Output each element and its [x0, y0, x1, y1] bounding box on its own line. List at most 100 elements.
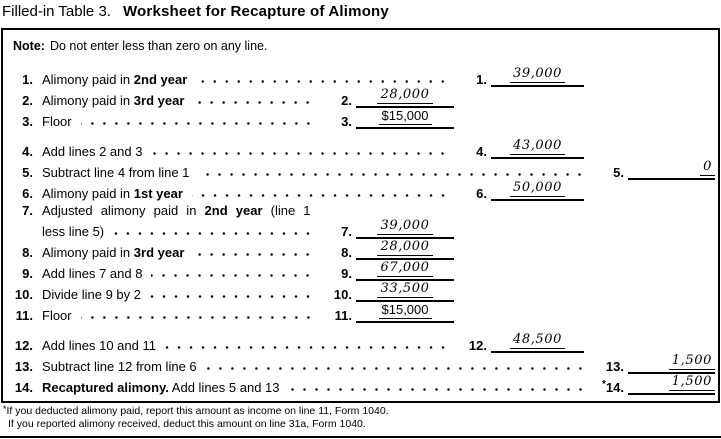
table-title: Worksheet for Recapture of Alimony — [122, 3, 389, 20]
dot-leader — [164, 346, 449, 349]
line-number: 9. — [22, 266, 33, 281]
dot-leader — [80, 316, 314, 319]
dot-leader — [113, 232, 314, 235]
entry-line-number: 7. — [341, 224, 352, 239]
entry-value: 28,000 — [377, 239, 433, 256]
entry-line-number: 10. — [333, 287, 352, 302]
entry-value: 48,500 — [509, 332, 566, 349]
line-number: 2. — [22, 93, 33, 108]
note-text: Do not enter less than zero on any line. — [49, 39, 268, 53]
entry-line: 33,500 — [356, 281, 454, 302]
line-label: Divide line 9 by 2 — [42, 287, 141, 302]
dot-leader — [196, 80, 449, 83]
entry-group: 2. 28,000 — [322, 87, 454, 108]
label-segment: Subtract line 4 from line 1 — [42, 165, 190, 180]
worksheet-row: 13. Subtract line 12 from line 6 13. 1,500 — [3, 353, 718, 374]
line-number: 6. — [22, 186, 33, 201]
line-label: Floor — [42, 308, 72, 323]
worksheet-row: 12. Add lines 10 and 11 12. 48,500 — [3, 332, 718, 353]
entry-line: 48,500 — [491, 332, 584, 353]
entry-value: 39,000 — [377, 218, 433, 235]
entry-group: 7. 39,000 — [322, 218, 454, 239]
asterisk-marker: * — [3, 404, 7, 414]
label-segment: Add lines 2 and 3 — [42, 144, 143, 159]
label-segment: 3rd year — [133, 245, 185, 260]
page-title: Filled-in Table 3. Worksheet for Recaptur… — [0, 0, 721, 20]
label-segment: Recaptured alimony. — [42, 380, 169, 395]
worksheet-row: 2. Alimony paid in 3rd year 2. 28,000 — [3, 87, 718, 108]
label-segment: Divide line 9 by 2 — [42, 287, 141, 302]
worksheet-row: 14. Recaptured alimony. Add lines 5 and 1… — [3, 374, 718, 395]
entry-group: 5. 0 — [594, 159, 715, 180]
table-caption: Filled-in Table 3. — [2, 3, 111, 20]
entry-line: 50,000 — [491, 180, 584, 201]
footnotes: *If you deducted alimony paid, report th… — [3, 405, 389, 431]
entry-group: 3. $15,000 — [322, 108, 454, 129]
line-label: Alimony paid in 3rd year — [42, 93, 184, 108]
footnote-text: If you reported alimony received, deduct… — [8, 418, 366, 431]
entry-line: 1,500 — [628, 353, 715, 374]
worksheet-row: 1. Alimony paid in 2nd year 1. 39,000 — [3, 66, 718, 87]
worksheet-row: 6. Alimony paid in 1st year 6. 50,000 — [3, 180, 718, 201]
worksheet-row: 10. Divide line 9 by 2 10. 33,500 — [3, 281, 718, 302]
entry-line-number: 12. — [468, 338, 487, 353]
row-line-2: less line 5) 7. 39,000 — [3, 218, 718, 239]
dot-leader — [198, 173, 586, 176]
entry-group: 1. 39,000 — [457, 66, 584, 87]
entry-group: 6. 50,000 — [457, 180, 584, 201]
line-label: Alimony paid in 3rd year — [42, 245, 184, 260]
worksheet-row: 9. Add lines 7 and 8 9. 67,000 — [3, 260, 718, 281]
line-label: Add lines 10 and 11 — [42, 338, 156, 353]
worksheet-row: 4. Add lines 2 and 3 4. 43,000 — [3, 138, 718, 159]
label-segment: Floor — [42, 114, 72, 129]
label-segment: 2nd year — [133, 72, 188, 87]
entry-group: 13. 1,500 — [594, 353, 715, 374]
label-segment: Add lines 7 and 8 — [42, 266, 143, 281]
entry-group: 9. 67,000 — [322, 260, 454, 281]
worksheet-box: Note: Do not enter less than zero on any … — [1, 28, 720, 403]
footnote-line: *If you deducted alimony paid, report th… — [3, 405, 389, 418]
label-segment: Floor — [42, 308, 72, 323]
dot-leader — [288, 388, 586, 391]
line-label: less line 5) — [42, 224, 104, 239]
entry-line-number: 4. — [476, 144, 487, 159]
line-number: 1. — [22, 72, 33, 87]
label-segment: Add lines 5 and 13 — [168, 380, 280, 395]
bottom-rule — [0, 436, 721, 438]
entry-line-number: 3. — [341, 114, 352, 129]
line-label: Add lines 7 and 8 — [42, 266, 142, 281]
dot-leader — [193, 101, 314, 104]
entry-line-number: 6. — [476, 186, 487, 201]
dot-leader — [150, 295, 314, 298]
line-number: 8. — [22, 245, 33, 260]
entry-line-number: 8. — [341, 245, 352, 260]
worksheet-row: 8. Alimony paid in 3rd year 8. 28,000 — [3, 239, 718, 260]
line-number: 4. — [22, 144, 33, 159]
line-number: 11. — [15, 308, 33, 323]
line-number: 7. — [22, 203, 33, 218]
row-line-1: 7. Adjusted alimony paid in 2nd year (lin… — [3, 201, 718, 218]
entry-value: 1,500 — [668, 374, 715, 391]
label-segment: Alimony paid in — [42, 245, 134, 260]
worksheet-rows: 1. Alimony paid in 2nd year 1. 39,000 2. Alim… — [3, 66, 718, 395]
entry-group: *14. 1,500 — [594, 374, 715, 395]
worksheet-row: 11. Floor 11. $15,000 — [3, 302, 718, 323]
label-segment: Adjusted alimony paid in — [42, 203, 205, 218]
dot-leader — [205, 367, 586, 370]
footnote-line: If you reported alimony received, deduct… — [8, 418, 389, 431]
line-label: Subtract line 4 from line 1 — [42, 165, 189, 180]
line-label: Subtract line 12 from line 6 — [42, 359, 197, 374]
entry-line: 67,000 — [356, 260, 454, 281]
entry-group: 4. 43,000 — [457, 138, 584, 159]
entry-line-number: 13. — [605, 359, 624, 374]
entry-value: 43,000 — [509, 138, 566, 155]
entry-line: 1,500 — [628, 374, 715, 395]
label-segment: 1st year — [133, 186, 183, 201]
label-segment: Subtract line 12 from line 6 — [42, 359, 197, 374]
entry-line: 39,000 — [491, 66, 584, 87]
asterisk-marker: * — [602, 379, 606, 390]
entry-value: 50,000 — [509, 180, 566, 197]
label-segment: 3rd year — [133, 93, 185, 108]
entry-value: 67,000 — [377, 260, 433, 277]
entry-line-number: 11. — [334, 308, 352, 323]
